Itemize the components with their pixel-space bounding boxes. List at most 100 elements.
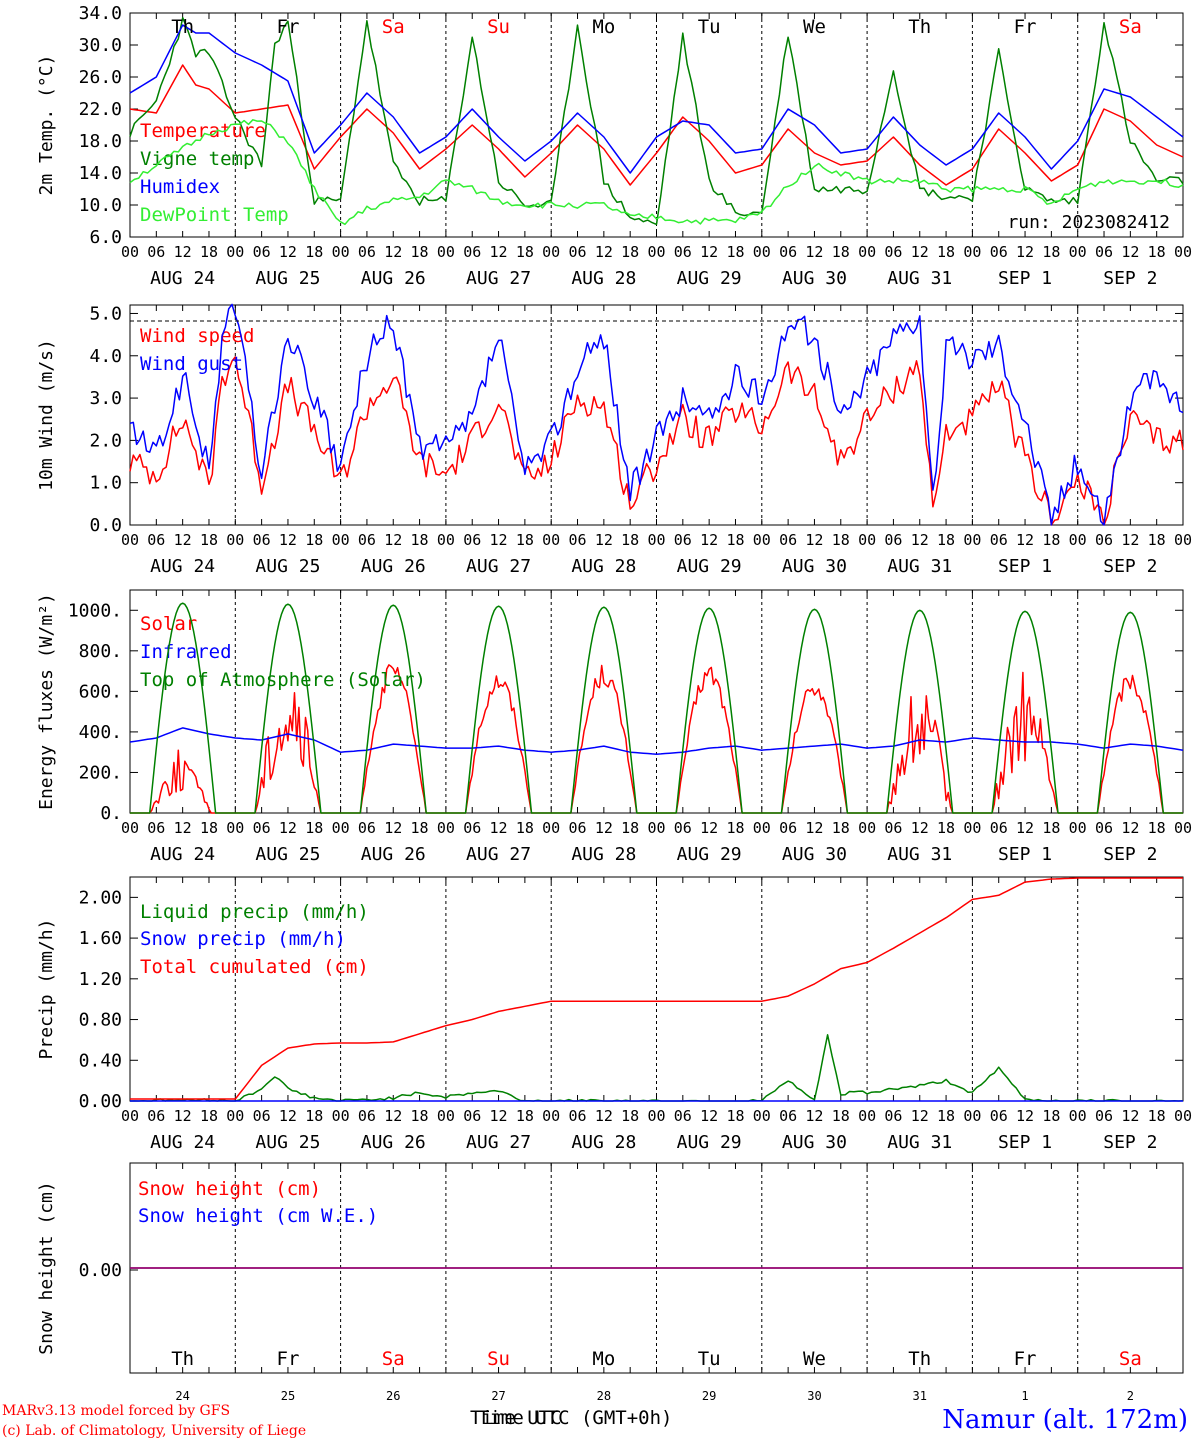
hour-label: 18 <box>621 1107 639 1125</box>
hour-label: 00 <box>332 243 350 261</box>
hour-label: 06 <box>1095 531 1113 549</box>
day-date-label: AUG 24 <box>150 844 215 865</box>
series-line <box>130 602 1183 814</box>
hour-label: 18 <box>1148 819 1166 837</box>
y-tick-label: 26.0 <box>79 67 122 88</box>
hour-label: 06 <box>779 819 797 837</box>
hour-label: 06 <box>779 1107 797 1125</box>
hour-label: 12 <box>1121 243 1139 261</box>
day-number-label: 2 <box>1127 1389 1134 1403</box>
series-line <box>129 356 1184 526</box>
hour-label: 12 <box>700 819 718 837</box>
day-date-label: AUG 29 <box>677 268 742 289</box>
hour-label: 06 <box>674 1107 692 1125</box>
y-tick-label: 1.60 <box>79 928 122 949</box>
day-date-label: AUG 28 <box>571 268 636 289</box>
day-number-label: 30 <box>807 1389 821 1403</box>
day-number-label: 27 <box>491 1389 505 1403</box>
hour-label: 00 <box>226 1107 244 1125</box>
hour-label: 00 <box>121 1107 139 1125</box>
hour-label: 18 <box>832 1107 850 1125</box>
hour-label: 18 <box>411 531 429 549</box>
day-date-label: AUG 24 <box>150 556 215 577</box>
hour-label: 00 <box>226 243 244 261</box>
hour-label: 06 <box>358 243 376 261</box>
y-axis-label: 10m Wind (m/s) <box>36 339 57 491</box>
y-tick-label: 10.0 <box>79 195 122 216</box>
day-date-label: SEP 2 <box>1103 844 1157 865</box>
hour-label: 18 <box>832 819 850 837</box>
y-tick-label: 3.0 <box>89 388 122 409</box>
hour-label: 18 <box>1042 243 1060 261</box>
series-line <box>129 303 1184 526</box>
hour-label: 06 <box>568 819 586 837</box>
day-number-label: 28 <box>597 1389 611 1403</box>
lab-credit: (c) Lab. of Climatology, University of L… <box>2 1423 306 1439</box>
day-date-label: AUG 26 <box>361 268 426 289</box>
hour-label: 00 <box>753 243 771 261</box>
day-of-week-label: Th <box>908 1348 931 1370</box>
hour-label: 06 <box>779 243 797 261</box>
day-of-week-label: Th <box>908 16 931 38</box>
day-date-label: AUG 31 <box>887 268 952 289</box>
hour-label: 18 <box>726 1107 744 1125</box>
x-axis-label: Time UTC (GMT+0h) <box>478 1407 672 1429</box>
hour-label: 00 <box>963 243 981 261</box>
hour-label: 12 <box>805 531 823 549</box>
hour-label: 00 <box>963 1107 981 1125</box>
hour-label: 18 <box>411 243 429 261</box>
hour-label: 00 <box>1069 531 1087 549</box>
day-date-label: AUG 31 <box>887 1132 952 1153</box>
hour-label: 06 <box>253 243 271 261</box>
hour-label: 00 <box>121 819 139 837</box>
hour-label: 18 <box>937 531 955 549</box>
hour-label: 18 <box>516 531 534 549</box>
day-date-label: AUG 30 <box>782 268 847 289</box>
hour-label: 06 <box>253 1107 271 1125</box>
hour-label: 12 <box>595 243 613 261</box>
day-date-label: AUG 25 <box>255 268 320 289</box>
day-date-label: AUG 30 <box>782 844 847 865</box>
y-tick-label: 0.0 <box>89 515 122 536</box>
hour-label: 12 <box>279 243 297 261</box>
hour-label: 06 <box>884 531 902 549</box>
run-label: run: 2023082412 <box>1007 212 1170 233</box>
hour-label: 12 <box>490 1107 508 1125</box>
day-date-label: AUG 27 <box>466 1132 531 1153</box>
hour-label: 12 <box>1016 531 1034 549</box>
y-tick-label: 400. <box>79 722 122 743</box>
hour-label: 00 <box>121 243 139 261</box>
day-date-label: SEP 1 <box>998 1132 1052 1153</box>
day-date-label: AUG 29 <box>677 844 742 865</box>
hour-label: 18 <box>1148 243 1166 261</box>
hour-label: 06 <box>1095 819 1113 837</box>
hour-label: 00 <box>1069 243 1087 261</box>
day-of-week-label: Sa <box>1119 1348 1142 1370</box>
legend-entry: Wind speed <box>140 325 254 347</box>
day-number-label: 31 <box>913 1389 927 1403</box>
hour-label: 18 <box>1148 1107 1166 1125</box>
hour-label: 18 <box>937 243 955 261</box>
hour-label: 18 <box>621 243 639 261</box>
series-line <box>129 16 1184 226</box>
hour-label: 12 <box>384 819 402 837</box>
y-tick-label: 30.0 <box>79 35 122 56</box>
hour-label: 12 <box>490 243 508 261</box>
day-of-week-label: Sa <box>382 1348 405 1370</box>
hour-label: 12 <box>1121 531 1139 549</box>
hour-label: 12 <box>1016 243 1034 261</box>
hour-label: 00 <box>332 1107 350 1125</box>
hour-label: 06 <box>884 243 902 261</box>
y-axis-label: Precip (mm/h) <box>36 919 57 1060</box>
hour-label: 00 <box>858 819 876 837</box>
day-of-week-label: Fr <box>1014 1348 1037 1370</box>
day-of-week-label: Mo <box>592 1348 615 1370</box>
hour-label: 18 <box>200 1107 218 1125</box>
hour-label: 06 <box>463 1107 481 1125</box>
hour-label: 18 <box>305 1107 323 1125</box>
hour-label: 00 <box>858 243 876 261</box>
legend-entry: Infrared <box>140 641 232 663</box>
hour-label: 06 <box>358 531 376 549</box>
day-of-week-label: Fr <box>277 1348 300 1370</box>
hour-label: 06 <box>990 531 1008 549</box>
